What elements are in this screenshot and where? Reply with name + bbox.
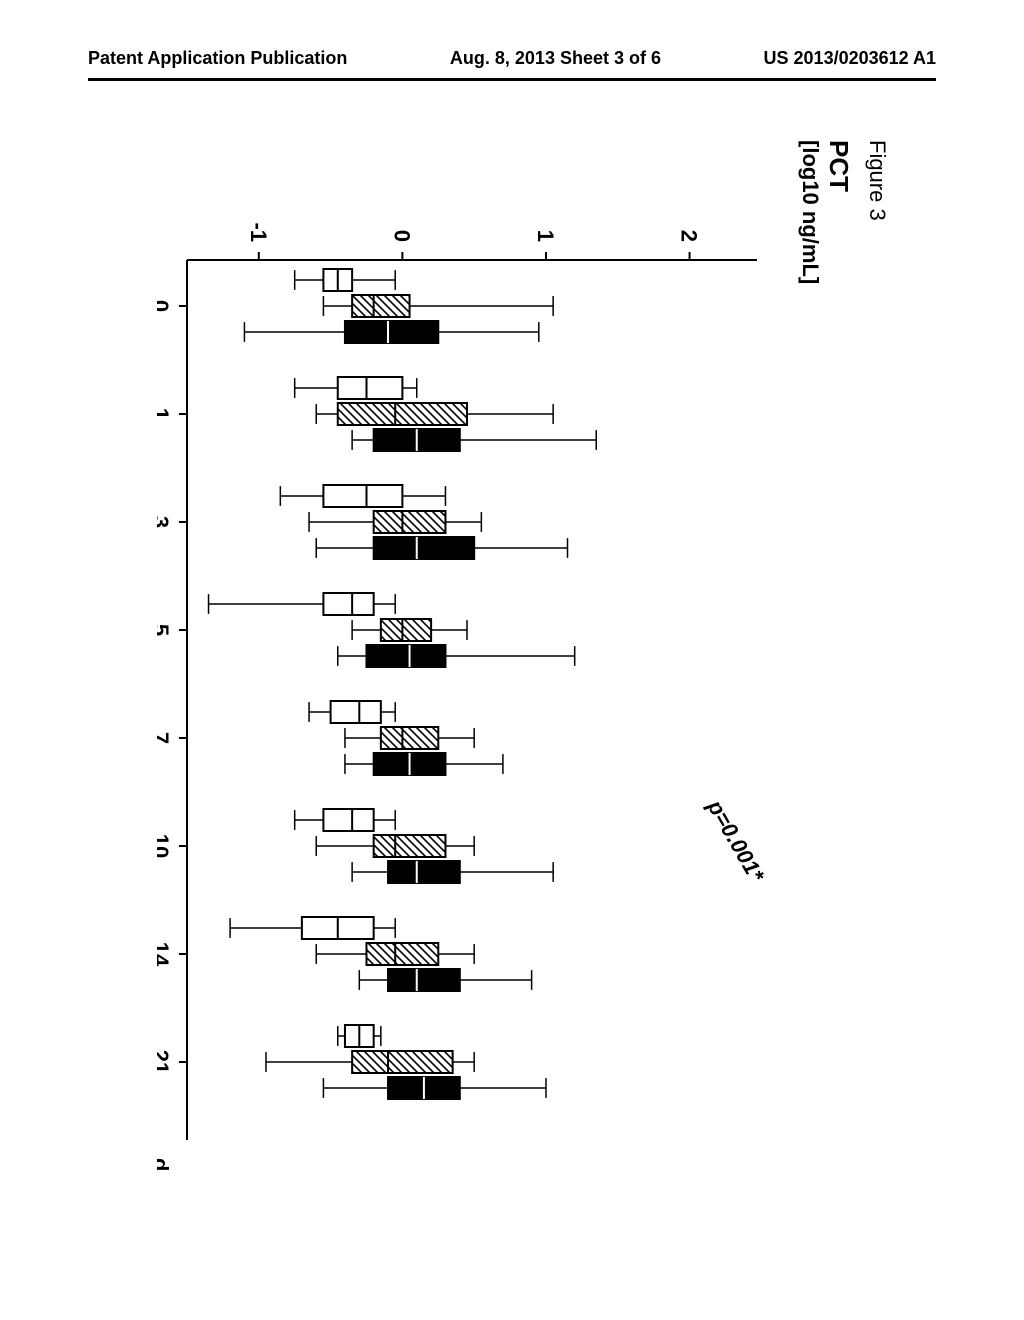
x-tick-label: 0 — [157, 300, 173, 312]
header-left: Patent Application Publication — [88, 48, 347, 69]
y-tick-label: 1 — [533, 230, 558, 242]
box-hatched — [352, 295, 409, 317]
box-hatched — [381, 727, 438, 749]
figure-area: Figure 3 PCT [log10 ng/mL] -1 0 1 2 p=0.001*… — [130, 140, 890, 1190]
chart-ylabel: [log10 ng/mL] — [797, 140, 823, 1190]
y-tick-label: 2 — [677, 230, 702, 242]
x-tick-label: 14 — [157, 942, 173, 967]
figure-caption: Figure 3 — [864, 140, 890, 1190]
box-hatched — [374, 511, 446, 533]
box-hatched — [374, 835, 446, 857]
box-solid — [388, 861, 460, 883]
y-tick-label: -1 — [246, 222, 271, 242]
box-hatched — [381, 619, 431, 641]
box-solid — [345, 321, 438, 343]
x-tick-label: 3 — [157, 516, 173, 528]
figure-rotated-container: Figure 3 PCT [log10 ng/mL] -1 0 1 2 p=0.001*… — [130, 140, 890, 1190]
box-hatched — [338, 403, 467, 425]
chart-title-block: PCT [log10 ng/mL] — [797, 140, 854, 1190]
y-tick-label: 0 — [389, 230, 414, 242]
x-tick-label: 7 — [157, 732, 173, 744]
box-open — [338, 377, 403, 399]
box-open — [323, 485, 402, 507]
x-tick-label: 10 — [157, 834, 173, 858]
chart-title: PCT — [823, 140, 854, 1190]
box-open — [331, 701, 381, 723]
box-hatched — [352, 1051, 453, 1073]
header-right: US 2013/0203612 A1 — [764, 48, 936, 69]
box-open — [323, 809, 373, 831]
x-tick-label: 21 — [157, 1050, 173, 1074]
boxplot-chart: -1 0 1 2 p=0.001* 0 1 3 5 7 10 14 21 d — [157, 140, 797, 1190]
page-header: Patent Application Publication Aug. 8, 2… — [0, 48, 1024, 69]
box-solid — [388, 969, 460, 991]
x-axis-label: d — [157, 1158, 173, 1171]
box-hatched — [366, 943, 438, 965]
x-tick-label: 1 — [157, 408, 173, 420]
box-solid — [374, 537, 475, 559]
x-tick-label: 5 — [157, 624, 173, 636]
box-solid — [366, 645, 445, 667]
box-open — [323, 593, 373, 615]
significance-label: p=0.001* — [702, 795, 770, 887]
header-rule — [88, 78, 936, 81]
header-center: Aug. 8, 2013 Sheet 3 of 6 — [450, 48, 661, 69]
